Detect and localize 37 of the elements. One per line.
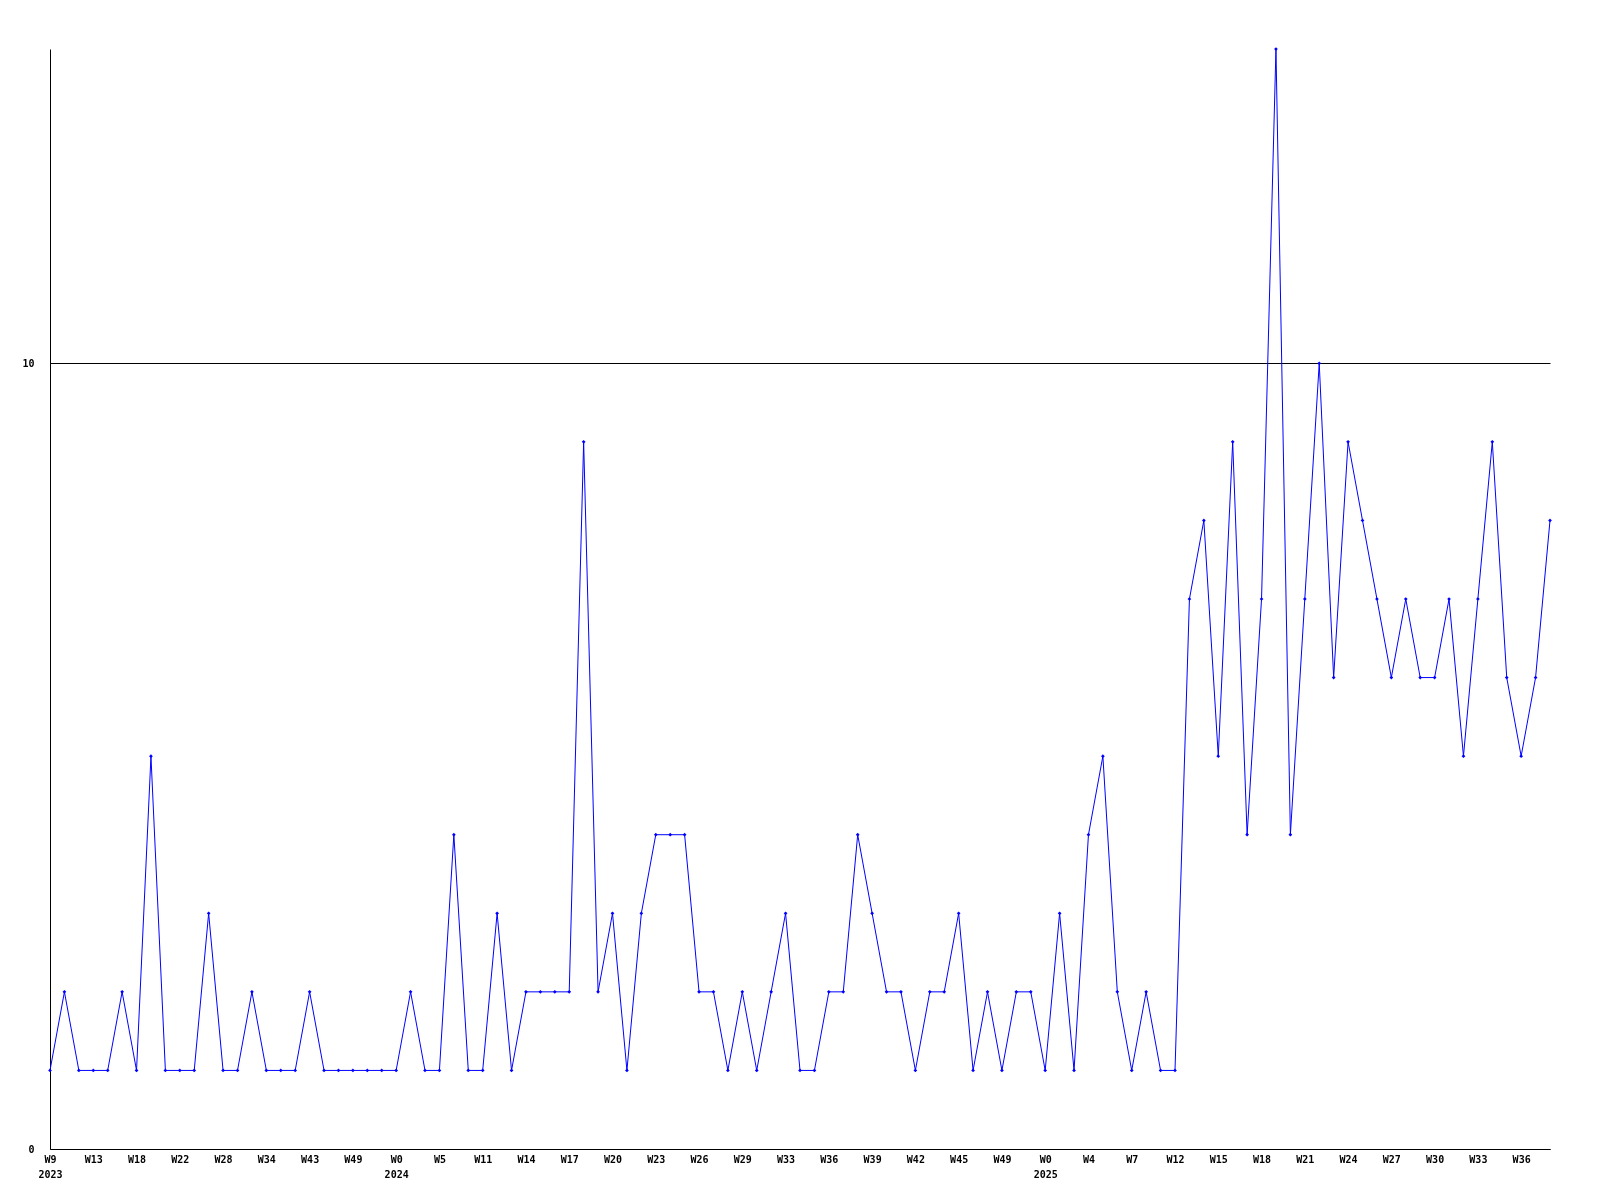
y-tick-label: 0 xyxy=(28,1143,35,1155)
x-tick-label: W17 xyxy=(560,1153,579,1165)
x-tick-label: W11 xyxy=(474,1153,493,1165)
x-tick-label: W18 xyxy=(1253,1153,1272,1165)
x-tick-label: W27 xyxy=(1382,1153,1401,1165)
x-tick-label: W42 xyxy=(906,1153,925,1165)
x-tick-label: W33 xyxy=(1469,1153,1488,1165)
x-tick-label: W20 xyxy=(603,1153,623,1165)
x-tick-label: W9 2023 xyxy=(38,1153,63,1180)
x-tick-label: W13 xyxy=(84,1153,103,1165)
x-tick-label: W23 xyxy=(647,1153,666,1165)
x-tick-label: W26 xyxy=(690,1153,709,1165)
x-tick-label: W34 xyxy=(257,1153,276,1165)
x-tick-label: W29 xyxy=(733,1153,752,1165)
x-tick-label: W43 xyxy=(301,1153,320,1165)
x-tick-label: W36 xyxy=(820,1153,839,1165)
x-tick-label: W15 xyxy=(1209,1153,1228,1165)
x-tick-label: W49 xyxy=(993,1153,1012,1165)
x-tick-label: W22 xyxy=(171,1153,190,1165)
x-tick-label: W30 xyxy=(1426,1153,1445,1165)
x-tick-label: W7 xyxy=(1126,1153,1139,1165)
x-tick-label: W5 xyxy=(433,1153,446,1165)
x-tick-label: W12 xyxy=(1166,1153,1185,1165)
x-tick-label: W49 xyxy=(344,1153,363,1165)
x-tick-label: W21 xyxy=(1296,1153,1315,1165)
x-tick-label: W33 xyxy=(777,1153,796,1165)
x-tick-label: W28 xyxy=(214,1153,233,1165)
y-tick-label: 10 xyxy=(22,357,35,369)
x-tick-label: W0 2025 xyxy=(1033,1153,1058,1180)
x-tick-label: W39 xyxy=(863,1153,882,1165)
x-tick-label: W4 xyxy=(1082,1153,1095,1165)
x-tick-label: W18 xyxy=(128,1153,147,1165)
x-tick-label: W45 xyxy=(950,1153,969,1165)
x-tick-label: W0 2024 xyxy=(384,1153,409,1180)
x-tick-label: W36 xyxy=(1512,1153,1531,1165)
x-tick-label: W14 xyxy=(517,1153,536,1165)
x-tick-label: W24 xyxy=(1339,1153,1358,1165)
